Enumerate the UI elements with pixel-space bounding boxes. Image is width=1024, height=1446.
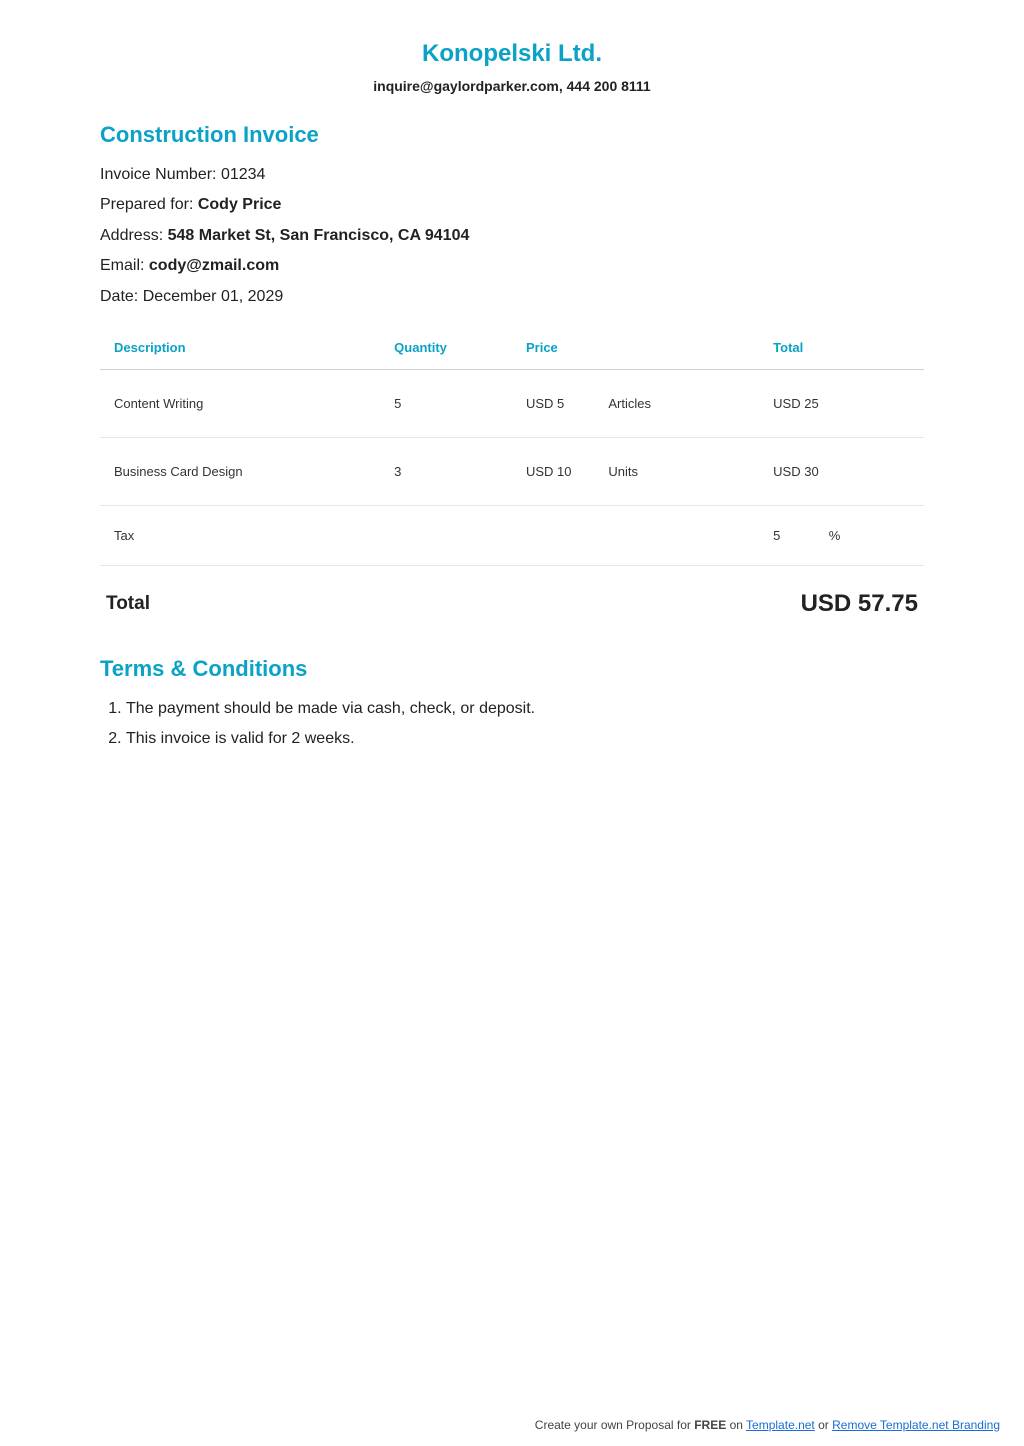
email-label: Email: [100, 257, 144, 274]
cell-description: Content Writing [100, 369, 380, 437]
line-items-table: Description Quantity Price Total Content… [100, 330, 924, 566]
address-value: 548 Market St, San Francisco, CA 94104 [168, 227, 470, 244]
invoice-number-row: Invoice Number: 01234 [100, 160, 924, 190]
address-label: Address: [100, 227, 163, 244]
cell-total: USD 30 [759, 437, 924, 505]
cell-total: USD 25 [759, 369, 924, 437]
prepared-for-row: Prepared for: Cody Price [100, 190, 924, 220]
company-contact: inquire@gaylordparker.com, 444 200 8111 [100, 78, 924, 94]
invoice-number-label: Invoice Number: [100, 166, 217, 183]
email-value: cody@zmail.com [149, 257, 279, 274]
email-row: Email: cody@zmail.com [100, 251, 924, 281]
terms-list: The payment should be made via cash, che… [100, 694, 924, 755]
date-row: Date: December 01, 2029 [100, 282, 924, 312]
cell-description: Business Card Design [100, 437, 380, 505]
cell-quantity: 5 [380, 369, 512, 437]
terms-item: This invoice is valid for 2 weeks. [126, 724, 924, 754]
th-quantity: Quantity [380, 330, 512, 370]
th-description: Description [100, 330, 380, 370]
footer-link-template[interactable]: Template.net [746, 1418, 815, 1432]
date-value: December 01, 2029 [143, 288, 284, 305]
cell-price: USD 5 [512, 369, 594, 437]
th-price: Price [512, 330, 594, 370]
grand-total-value: USD 57.75 [801, 590, 918, 618]
invoice-page: Konopelski Ltd. inquire@gaylordparker.co… [0, 0, 1024, 1446]
terms-title: Terms & Conditions [100, 656, 924, 682]
footer-prefix: Create your own Proposal for [535, 1418, 694, 1432]
table-row: Content Writing 5 USD 5 Articles USD 25 [100, 369, 924, 437]
prepared-for-label: Prepared for: [100, 196, 193, 213]
cell-unit: Units [594, 437, 759, 505]
footer-on: on [726, 1418, 746, 1432]
cell-price: USD 10 [512, 437, 594, 505]
tax-row: Tax 5 % [100, 505, 924, 565]
th-total: Total [759, 330, 924, 370]
grand-total-row: Total USD 57.75 [100, 566, 924, 626]
table-row: Business Card Design 3 USD 10 Units USD … [100, 437, 924, 505]
footer-link-remove-branding[interactable]: Remove Template.net Branding [832, 1418, 1000, 1432]
grand-total-label: Total [106, 593, 150, 615]
company-name: Konopelski Ltd. [100, 40, 924, 68]
invoice-meta: Invoice Number: 01234 Prepared for: Cody… [100, 160, 924, 312]
table-header-row: Description Quantity Price Total [100, 330, 924, 370]
footer-free: FREE [694, 1418, 726, 1432]
invoice-title: Construction Invoice [100, 122, 924, 148]
cell-unit: Articles [594, 369, 759, 437]
tax-value: 5 [773, 528, 805, 543]
footer-branding: Create your own Proposal for FREE on Tem… [535, 1418, 1000, 1432]
tax-symbol: % [829, 528, 841, 543]
terms-item: The payment should be made via cash, che… [126, 694, 924, 724]
address-row: Address: 548 Market St, San Francisco, C… [100, 221, 924, 251]
cell-quantity: 3 [380, 437, 512, 505]
tax-label: Tax [100, 505, 380, 565]
th-unit [594, 330, 759, 370]
tax-value-cell: 5 % [759, 505, 924, 565]
date-label: Date: [100, 288, 138, 305]
prepared-for-value: Cody Price [198, 196, 282, 213]
invoice-number-value: 01234 [221, 166, 266, 183]
footer-or: or [815, 1418, 832, 1432]
